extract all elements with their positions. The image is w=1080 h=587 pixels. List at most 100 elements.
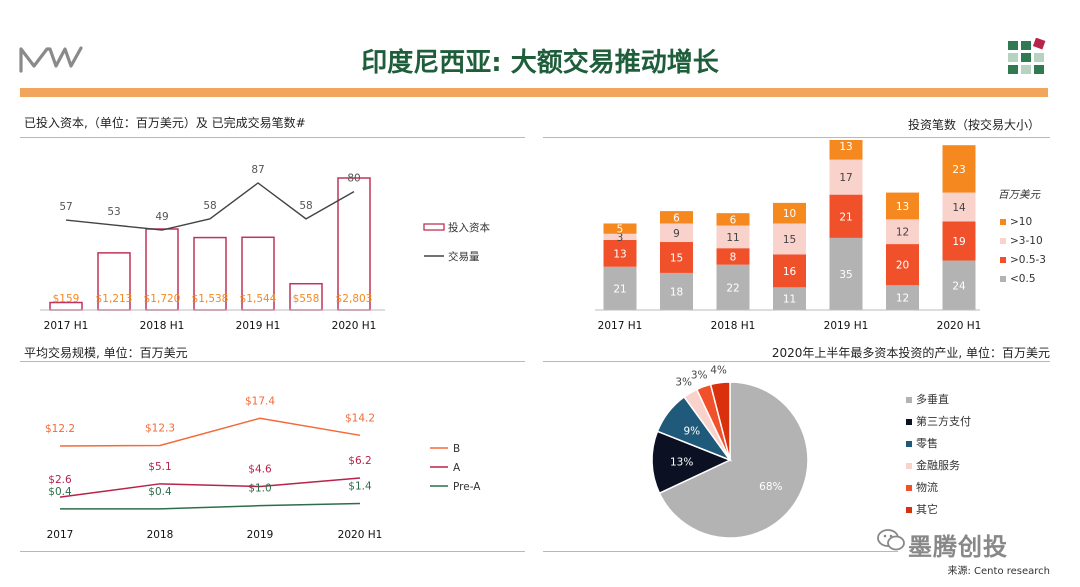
stacked-segment: [942, 260, 976, 310]
x-tick-label: 2020 H1: [338, 529, 383, 541]
legend-label: 金融服务: [916, 458, 960, 472]
deal-count-label: 53: [107, 206, 120, 218]
deal-count-line: [65, 182, 355, 231]
data-label: $1.4: [348, 481, 372, 493]
brand-grid-icon: [1008, 38, 1046, 74]
segment-value-label: 23: [952, 164, 965, 176]
legend-swatch: [906, 419, 912, 425]
capital-bar: [193, 236, 227, 311]
legend-capital-label: 投入资本: [448, 221, 490, 234]
stacked-segment: [886, 219, 919, 245]
stacked-segment: [942, 221, 976, 261]
legend-swatch: [906, 441, 912, 447]
stacked-segment: [716, 264, 750, 310]
segment-value-label: 10: [783, 208, 796, 220]
legend-swatch: [906, 507, 912, 513]
stacked-segment: [603, 233, 637, 240]
deal-count-label: 58: [299, 200, 312, 212]
chart4-divider: [543, 361, 1050, 362]
stacked-segment: [886, 244, 919, 286]
wechat-icon: [877, 529, 905, 551]
legend-swatch: [1000, 276, 1006, 282]
capital-bar-label: $1,538: [192, 293, 229, 305]
stacked-segment: [660, 211, 693, 224]
data-label: $4.6: [248, 463, 272, 475]
stacked-segment: [829, 194, 863, 238]
legend-label: B: [453, 443, 460, 455]
capital-bar: [241, 236, 275, 311]
x-tick-label: 2019 H1: [824, 320, 869, 332]
legend-title: 百万美元: [998, 189, 1041, 201]
data-label: $1.0: [248, 483, 271, 495]
chart1-divider: [20, 137, 525, 138]
page-title: 印度尼西亚: 大额交易推动增长: [361, 48, 719, 78]
stacked-segment: [773, 287, 806, 310]
deal-count-label: 87: [251, 164, 264, 176]
stacked-segment: [716, 248, 750, 265]
data-label: $14.2: [345, 412, 375, 424]
segment-value-label: 9: [673, 228, 680, 240]
segment-value-label: 21: [613, 283, 626, 295]
segment-value-label: 6: [730, 214, 737, 226]
deal-count-by-size-chart: 21 13 35 2017 H1 18 15 9 6 22 8 11 6 2018 H1 11 16 15 10…: [595, 140, 1046, 332]
segment-value-label: 12: [896, 293, 909, 305]
stacked-segment: [660, 223, 693, 243]
mw-logo: [19, 46, 83, 73]
stacked-segment: [886, 192, 919, 220]
legend-label: A: [453, 462, 461, 474]
segment-value-label: 8: [730, 251, 737, 263]
segment-value-label: 13: [839, 141, 852, 153]
deal-count-label: 57: [59, 201, 72, 213]
chart3-title: 平均交易规模, 单位：百万美元: [24, 346, 188, 360]
pie-slice: [709, 381, 731, 461]
data-label: $12.3: [145, 422, 175, 434]
segment-value-label: 13: [613, 248, 626, 260]
slice-label: 13%: [670, 457, 693, 469]
legend-label: 多垂直: [916, 392, 949, 406]
x-tick-label: 2018 H1: [711, 320, 756, 332]
segment-value-label: 3: [617, 232, 624, 244]
invested-capital-chart: $159 57 2017 H1 $1,213 53 $1,720 49 2018 H1 $1,5…: [40, 164, 490, 332]
x-tick-label: 2020 H1: [937, 320, 982, 332]
header-accent-bar: [20, 88, 1048, 97]
x-tick-label: 2020 H1: [332, 320, 377, 332]
stacked-segment: [829, 140, 863, 160]
chart2-divider: [543, 137, 1050, 138]
chart3-bottom-divider: [20, 551, 525, 552]
series-line: [60, 502, 361, 510]
legend-label: 零售: [916, 436, 938, 450]
legend-label: >10: [1010, 216, 1032, 228]
top-industries-chart: 68% 多垂直 13% 第三方支付 9% 零售 3% 金融服务 3% 物流 4% 其它: [651, 365, 971, 539]
capital-bar-label: $2,803: [336, 293, 373, 305]
legend-label: >3-10: [1010, 235, 1043, 247]
segment-value-label: 11: [726, 232, 739, 244]
segment-value-label: 13: [896, 201, 909, 213]
stacked-segment: [886, 285, 919, 310]
legend-swatch: [1000, 238, 1006, 244]
data-label: $6.2: [348, 455, 371, 467]
stacked-segment: [829, 159, 863, 195]
stacked-segment: [829, 237, 863, 310]
series-line: [59, 477, 361, 498]
capital-bar: [97, 252, 131, 311]
stacked-segment: [773, 202, 806, 224]
legend-capital-swatch: [423, 223, 445, 231]
capital-bar-label: $1,213: [96, 293, 133, 305]
avg-deal-size-chart: $12.2 $12.3 $17.4 $14.2 B $2.6 $5.1 $4.6 $6.2 A $0…: [45, 395, 481, 541]
segment-value-label: 15: [783, 234, 796, 246]
segment-value-label: 19: [952, 236, 965, 248]
data-label: $0.4: [148, 486, 172, 498]
data-label: $2.6: [48, 474, 72, 486]
legend-label: Pre-A: [453, 481, 481, 493]
segment-value-label: 12: [896, 227, 909, 239]
segment-value-label: 22: [726, 282, 739, 294]
capital-bar-label: $1,720: [144, 293, 181, 305]
segment-value-label: 15: [670, 252, 683, 264]
stacked-segment: [660, 272, 693, 310]
stacked-segment: [716, 225, 750, 249]
stacked-segment: [603, 223, 637, 234]
x-tick-label: 2019 H1: [236, 320, 281, 332]
stacked-segment: [716, 213, 750, 226]
stacked-segment: [603, 266, 637, 310]
legend-label: <0.5: [1010, 273, 1036, 285]
